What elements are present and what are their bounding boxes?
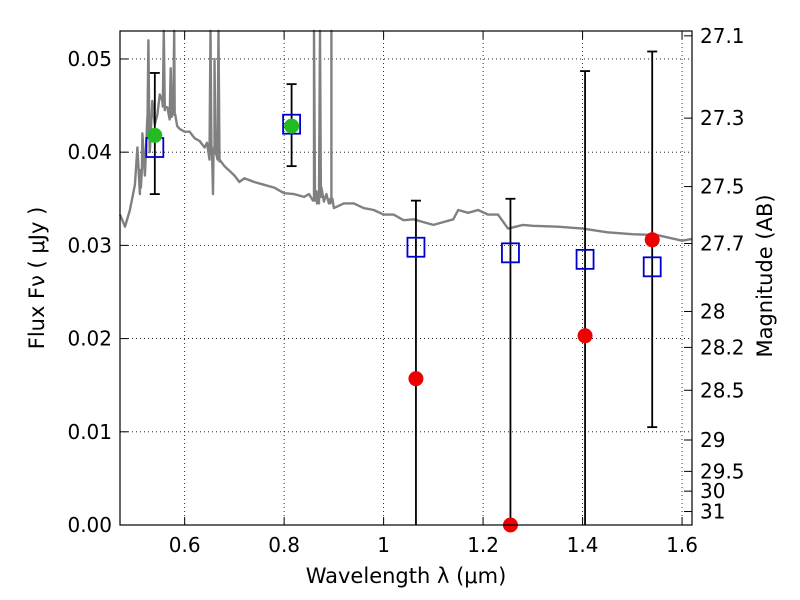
x-tick-label: 1.6 (666, 533, 698, 557)
y2-tick-label: 28 (700, 299, 725, 323)
y2-tick-label: 27.3 (700, 106, 745, 130)
y-tick-label: 0.05 (67, 47, 112, 71)
x-tick-label: 0.6 (169, 533, 201, 557)
y2-tick-label: 28.5 (700, 378, 745, 402)
y-axis-label: Flux Fν ( μJy ) (25, 207, 49, 350)
model-sed-line (118, 29, 693, 242)
model-photometry-square (642, 256, 662, 278)
plot-frame (119, 30, 693, 526)
y-tick-label: 0.04 (67, 140, 112, 164)
grid (120, 31, 692, 526)
y2-tick-label: 28.2 (700, 335, 745, 359)
error-bars (149, 50, 658, 525)
nondetection-point (644, 232, 660, 248)
detection-point (147, 127, 163, 143)
markers (145, 113, 662, 533)
model-photometry-square (575, 248, 595, 270)
y2-tick-label: 29 (700, 428, 725, 452)
model-photometry-square (501, 242, 520, 264)
detection-point (284, 118, 300, 134)
x-tick-label: 1.4 (567, 533, 599, 557)
y2-tick-label: 31 (700, 500, 725, 524)
x-axis-label: Wavelength λ (μm) (306, 564, 507, 588)
y-tick-label: 0.01 (67, 420, 112, 444)
y-tick-label: 0.02 (67, 327, 112, 351)
y-tick-label: 0.00 (67, 513, 112, 537)
y2-tick-label: 27.1 (700, 24, 745, 48)
model-photometry-square (406, 236, 426, 258)
x-tick-label: 1 (377, 533, 390, 557)
nondetection-point (577, 328, 593, 344)
y2-tick-label: 29.5 (700, 459, 745, 483)
y2-tick-label: 30 (700, 479, 725, 503)
axis-ticks: 0.6 0.8 1 1.2 1.4 1.6 0.00 0.01 0.02 0.03 0.04 0.05… (67, 24, 744, 557)
nondetection-point (408, 371, 424, 387)
y-tick-label: 0.03 (67, 233, 112, 257)
x-tick-label: 0.8 (268, 533, 300, 557)
y2-axis-label: Magnitude (AB) (753, 194, 777, 357)
y2-tick-label: 27.5 (700, 175, 745, 199)
model-photometry-square (282, 113, 302, 135)
model-sed-series (118, 29, 693, 242)
x-tick-label: 1.2 (467, 533, 499, 557)
y2-tick-label: 27.7 (700, 232, 745, 256)
